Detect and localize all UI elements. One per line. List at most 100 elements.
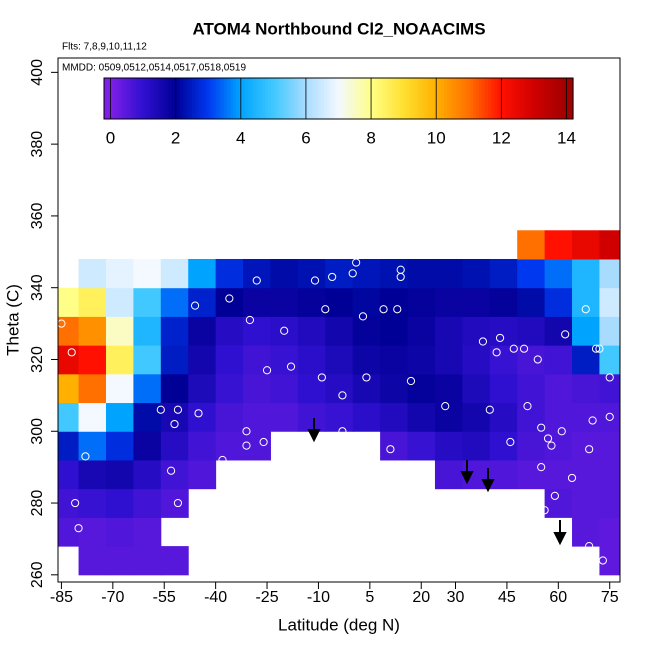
y-tick-label: 340 bbox=[29, 274, 46, 301]
heatmap-cell bbox=[78, 459, 107, 490]
heatmap-cell bbox=[462, 373, 491, 404]
colorbar-swatch bbox=[274, 78, 278, 119]
heatmap-cell bbox=[105, 488, 134, 518]
measurement-point bbox=[245, 315, 255, 325]
heatmap-cell bbox=[544, 230, 573, 260]
heatmap-cell bbox=[544, 431, 573, 461]
y-tick-label: 400 bbox=[29, 59, 46, 86]
heatmap-cell bbox=[58, 431, 80, 461]
colorbar-swatch bbox=[315, 78, 319, 119]
colorbar-swatch bbox=[540, 78, 545, 119]
heatmap-cell bbox=[133, 488, 162, 518]
measurement-point bbox=[495, 333, 505, 343]
heatmap-cell bbox=[105, 345, 134, 375]
measurement-point bbox=[485, 405, 494, 414]
heatmap-cell bbox=[58, 316, 80, 346]
heatmap-cell bbox=[105, 459, 134, 490]
heatmap-cell bbox=[133, 316, 162, 346]
heatmap-cell bbox=[188, 431, 217, 461]
heatmap-cell bbox=[133, 258, 162, 289]
measurement-point bbox=[393, 305, 402, 314]
colorbar-swatch bbox=[546, 78, 551, 119]
heatmap-cell bbox=[434, 316, 463, 346]
annotation: MMDD: 0509,0512,0514,0517,0518,0519 bbox=[62, 63, 246, 74]
arrow-head bbox=[460, 471, 474, 485]
colorbar-swatch bbox=[441, 78, 445, 119]
colorbar-swatch bbox=[388, 78, 392, 119]
x-tick-label: -40 bbox=[204, 589, 227, 606]
annotation: Flts: 7,8,9,10,11,12 bbox=[62, 42, 147, 53]
measurement-point bbox=[441, 402, 450, 411]
heatmap-cell bbox=[599, 258, 620, 289]
measurement-point bbox=[67, 348, 76, 357]
heatmap-cell bbox=[599, 431, 620, 461]
heatmap-cell bbox=[160, 287, 189, 317]
heatmap-cell bbox=[78, 316, 107, 346]
heatmap-cell bbox=[380, 316, 409, 346]
heatmap-cell bbox=[352, 373, 381, 404]
x-tick-label: -55 bbox=[153, 589, 176, 606]
heatmap-cell bbox=[489, 316, 518, 346]
heatmap-cell bbox=[489, 431, 518, 461]
heatmap-cell bbox=[352, 287, 381, 317]
y-tick-label: 360 bbox=[29, 202, 46, 229]
heatmap-cell bbox=[188, 345, 217, 375]
measurement-point bbox=[328, 272, 337, 282]
colorbar-swatch bbox=[244, 78, 249, 119]
heatmap-cell bbox=[105, 373, 134, 404]
colorbar-swatch bbox=[256, 78, 260, 119]
heatmap-cell bbox=[58, 402, 80, 432]
measurement-point bbox=[533, 355, 542, 364]
heatmap-cell bbox=[599, 373, 620, 404]
y-tick-label: 260 bbox=[29, 561, 46, 588]
colorbar-swatch bbox=[549, 78, 554, 119]
colorbar-swatch bbox=[493, 78, 498, 119]
heatmap-cell bbox=[78, 287, 107, 317]
colorbar-swatch bbox=[517, 78, 521, 119]
arrow-head bbox=[553, 532, 567, 546]
heatmap-cell bbox=[407, 431, 436, 461]
colorbar-swatch bbox=[452, 78, 457, 119]
colorbar-swatch bbox=[564, 78, 568, 119]
colorbar-swatch bbox=[417, 78, 422, 119]
heatmap-cell bbox=[297, 373, 326, 404]
measurement-point bbox=[492, 348, 501, 357]
measurement-point bbox=[321, 305, 330, 314]
colorbar-swatch bbox=[165, 78, 170, 119]
measurement-point bbox=[585, 445, 594, 454]
measurement-point bbox=[58, 319, 66, 328]
colorbar-swatch bbox=[271, 78, 275, 119]
colorbar-swatch bbox=[262, 78, 266, 119]
heatmap-cell bbox=[58, 373, 80, 404]
heatmap-cell bbox=[544, 316, 573, 346]
measurement-point bbox=[218, 455, 227, 465]
heatmap-cell bbox=[434, 258, 463, 289]
x-tick-label: -85 bbox=[50, 589, 73, 606]
heatmap-cell bbox=[544, 459, 573, 490]
colorbar-frame bbox=[103, 77, 574, 120]
colorbar-swatch bbox=[332, 78, 337, 119]
heatmap-cell bbox=[78, 402, 107, 432]
heatmap-cell bbox=[599, 459, 620, 490]
colorbar-tick-label: 4 bbox=[236, 128, 245, 147]
colorbar-swatch bbox=[356, 78, 360, 119]
heatmap-cell bbox=[380, 373, 409, 404]
measurement-point bbox=[280, 326, 289, 335]
colorbar-swatch bbox=[391, 78, 395, 119]
measurement-point bbox=[547, 441, 556, 450]
colorbar-swatch bbox=[159, 78, 164, 119]
colorbar-swatch bbox=[306, 78, 310, 119]
heatmap-cell bbox=[188, 373, 217, 404]
heatmap-cell bbox=[572, 287, 600, 317]
heatmap-cell bbox=[58, 287, 80, 317]
colorbar-swatch bbox=[496, 78, 501, 119]
heatmap-cell bbox=[105, 431, 134, 461]
colorbar-swatch bbox=[136, 78, 140, 119]
colorbar-swatch bbox=[171, 78, 175, 119]
colorbar-swatch bbox=[408, 78, 413, 119]
measurement-point bbox=[81, 452, 90, 461]
colorbar-swatch bbox=[473, 78, 477, 119]
heatmap-cell bbox=[407, 345, 436, 375]
colorbar-swatch bbox=[373, 78, 378, 119]
colorbar-swatch bbox=[370, 78, 375, 119]
